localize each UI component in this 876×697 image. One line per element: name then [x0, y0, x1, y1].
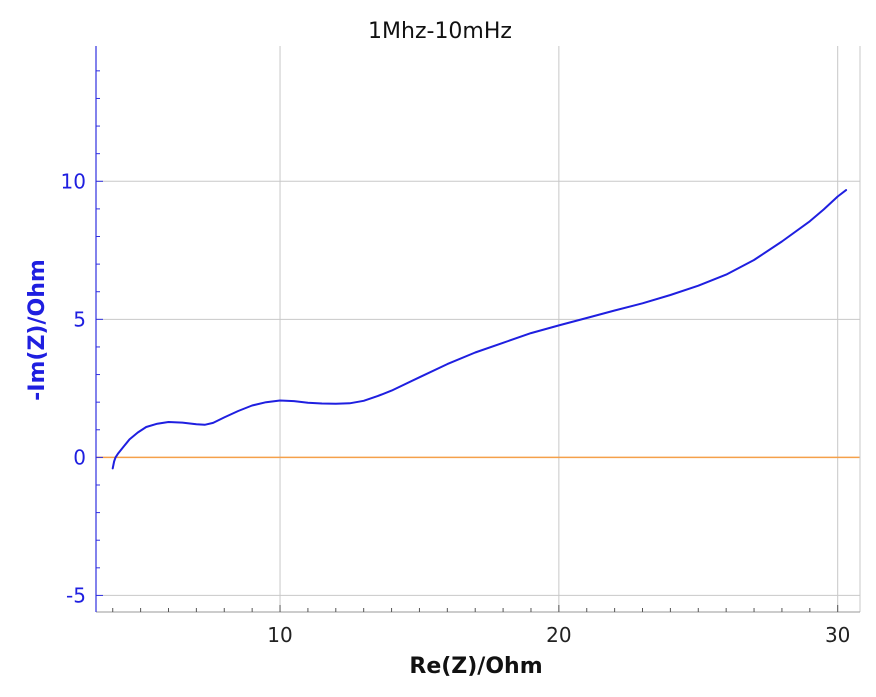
y-tick-label: 5	[73, 307, 86, 331]
x-tick-label: 30	[825, 623, 850, 647]
grid-lines	[96, 46, 860, 612]
chart-title: 1Mhz-10mHz	[368, 19, 512, 44]
y-axis-label: -Im(Z)/Ohm	[25, 259, 50, 401]
y-tick-label: 10	[61, 169, 86, 193]
x-tick-label: 10	[267, 623, 292, 647]
series-line	[111, 189, 848, 470]
y-tick-label: 0	[73, 445, 86, 469]
y-tick-label: -5	[66, 583, 86, 607]
x-tick-label: 20	[546, 623, 571, 647]
ticks: -5 0 5 10 10 20 30	[61, 70, 850, 647]
x-axis-label: Re(Z)/Ohm	[409, 654, 542, 679]
axes	[95, 46, 861, 613]
series-layer	[111, 189, 848, 470]
